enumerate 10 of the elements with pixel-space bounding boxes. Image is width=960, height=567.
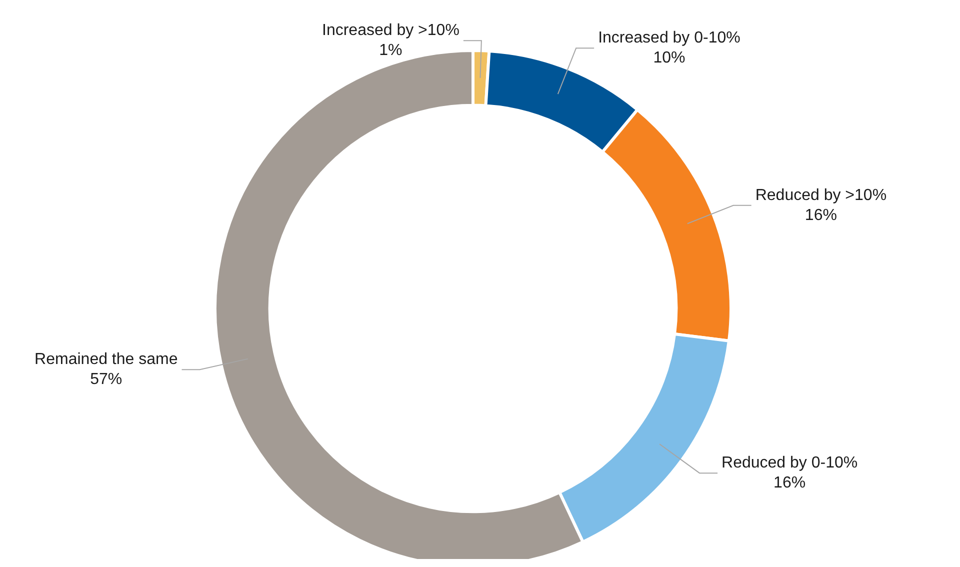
slice-label: Reduced by 0-10% <box>722 454 858 472</box>
data-label: 10% <box>653 50 686 67</box>
data-label: 16% <box>774 474 806 492</box>
slice-label: Increased by 0-10% <box>598 30 740 47</box>
slice-label: Reduced by >10% <box>755 186 887 204</box>
slice-label: Increased by >10% <box>322 22 460 40</box>
slice-label: Remained the same <box>34 350 178 368</box>
data-label: 16% <box>804 206 837 224</box>
data-label: 1% <box>379 42 402 60</box>
data-label: 57% <box>90 370 122 388</box>
